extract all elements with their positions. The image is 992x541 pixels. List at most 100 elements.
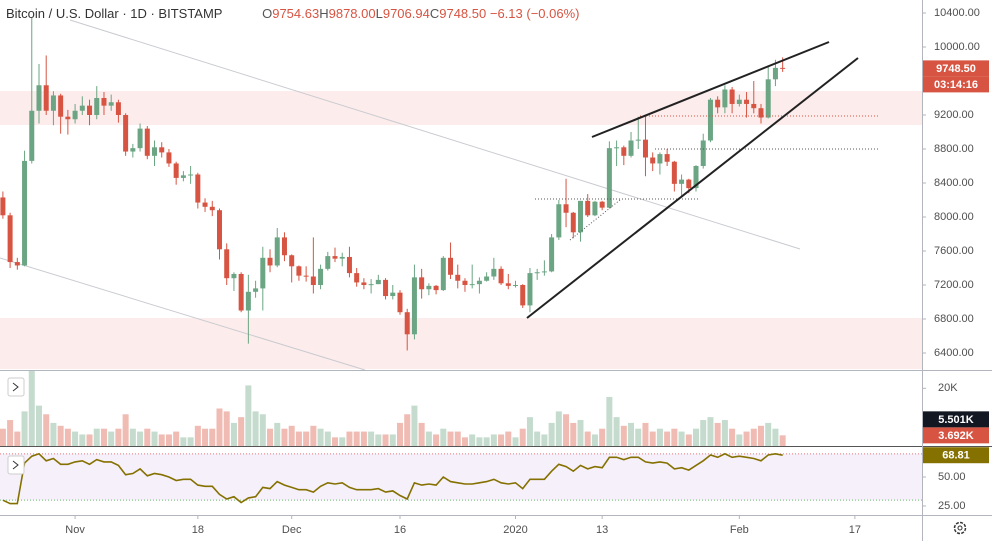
volume-bar — [187, 437, 194, 446]
candle-body — [231, 273, 237, 279]
candle-body — [346, 256, 352, 274]
wedge-upper — [591, 41, 830, 138]
candle-body — [758, 108, 764, 118]
volume-bar — [678, 431, 685, 446]
volume-bar — [346, 431, 353, 446]
volume-bar — [288, 425, 295, 446]
volume-tag: 3.692K — [938, 430, 974, 442]
volume-bar — [173, 431, 180, 446]
y-tick-label: 9200.00 — [934, 109, 974, 121]
candle-body — [491, 268, 497, 277]
volume-bar — [317, 428, 324, 446]
volume-bar — [238, 417, 245, 446]
volume-bar — [194, 425, 201, 446]
candle-body — [505, 283, 511, 286]
last-price-label-bg — [923, 60, 989, 77]
volume-tag-bg — [923, 427, 989, 444]
candle-body — [144, 128, 150, 156]
volume-bar — [750, 428, 757, 446]
candle-body — [318, 268, 324, 286]
volume-bar — [180, 437, 187, 446]
ohlc-value: 9706.94 — [382, 6, 430, 21]
candle-body — [50, 95, 56, 111]
candle-body — [736, 99, 742, 104]
candle-body — [267, 257, 273, 266]
candle-body — [707, 99, 713, 141]
volume-bar — [389, 434, 396, 446]
volume-bar — [332, 437, 339, 446]
volume-bar — [512, 437, 519, 446]
candle-body — [123, 115, 129, 152]
settings-icon[interactable] — [953, 521, 967, 535]
candle-body — [7, 215, 13, 263]
candle-body — [635, 139, 641, 141]
volume-bar — [404, 414, 411, 446]
x-tick-label: 16 — [394, 524, 406, 536]
candle-body — [195, 174, 201, 203]
candle-body — [700, 140, 706, 167]
volume-bar — [93, 428, 100, 446]
candle-body — [180, 175, 186, 178]
candle-body — [693, 166, 699, 189]
volume-bar — [64, 428, 71, 446]
expand-button[interactable] — [7, 377, 25, 397]
candle-body — [729, 89, 735, 104]
volume-bar — [115, 428, 122, 446]
y-tick-label: 6800.00 — [934, 313, 974, 325]
candle-body — [426, 285, 432, 290]
volume-bar — [129, 428, 136, 446]
candle-body — [484, 276, 490, 281]
candle-body — [274, 237, 280, 266]
candle-body — [462, 280, 468, 286]
volume-bar — [223, 411, 230, 446]
volume-bar — [382, 434, 389, 446]
candle-body — [411, 277, 417, 335]
candle-body — [563, 204, 569, 213]
volume-bar — [360, 431, 367, 446]
candle-body — [440, 257, 446, 291]
candle-body — [332, 256, 338, 259]
volume-bar — [108, 431, 115, 446]
x-tick-label: 2020 — [503, 524, 527, 536]
volume-bar — [137, 431, 144, 446]
candle-body — [325, 256, 331, 269]
volume-bar — [252, 411, 259, 446]
candle-body — [722, 89, 728, 108]
volume-bar — [245, 385, 252, 446]
candle-body — [772, 67, 778, 80]
candle-body — [686, 179, 692, 189]
volume-bar — [281, 428, 288, 446]
ohlc-label: H — [319, 6, 329, 21]
volume-bar — [425, 431, 432, 446]
volume-bar — [72, 431, 79, 446]
candle-body — [354, 273, 360, 283]
candle-body — [115, 102, 121, 116]
expand-button[interactable] — [7, 455, 25, 475]
volume-bar — [757, 425, 764, 446]
volume-tick-label: 20K — [938, 382, 958, 394]
volume-bar — [158, 434, 165, 446]
candle-body — [751, 103, 757, 109]
ohlc-value: 9754.63 — [272, 6, 320, 21]
volume-bar — [642, 422, 649, 446]
candle-body — [476, 280, 482, 285]
volume-bar — [700, 420, 707, 446]
ohlc-label: O — [262, 6, 273, 21]
volume-bar — [454, 431, 461, 446]
candle-body — [0, 197, 6, 216]
rsi-tick-label: 50.00 — [938, 471, 966, 483]
volume-bar — [0, 428, 6, 446]
candle-body — [253, 288, 259, 292]
volume-bar — [505, 431, 512, 446]
volume-bar — [714, 422, 721, 446]
volume-bar — [591, 434, 598, 446]
symbol-header: Bitcoin / U.S. Dollar · 1D · BITSTAMP O9… — [6, 6, 579, 21]
y-tick-label: 6400.00 — [934, 347, 974, 359]
volume-bar — [743, 431, 750, 446]
volume-bar — [476, 437, 483, 446]
y-tick-label: 10400.00 — [934, 7, 980, 19]
candle-body — [556, 204, 562, 238]
volume-bar — [563, 414, 570, 446]
candle-body — [79, 105, 85, 111]
